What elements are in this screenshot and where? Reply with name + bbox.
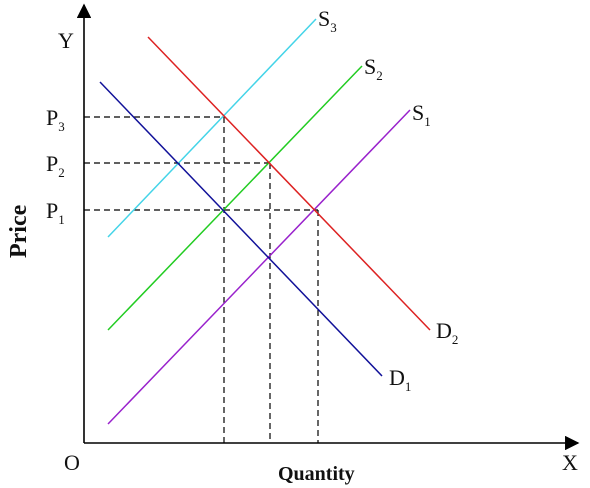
origin-label: O <box>64 450 80 475</box>
curve-label-d1: D1 <box>389 365 411 394</box>
curve-label-s3-main: S <box>318 6 330 31</box>
curve-label-s1-sub: 1 <box>424 114 431 129</box>
demand-curve-d2 <box>147 36 431 331</box>
supply-curve-s1 <box>107 109 411 425</box>
x-axis-letter: X <box>562 450 578 475</box>
curve-label-s2: S2 <box>364 54 383 83</box>
curve-label-s1-main: S <box>412 100 424 125</box>
curve-label-s1: S1 <box>412 100 431 129</box>
curve-label-d2-sub: 2 <box>452 332 459 347</box>
axes <box>76 3 580 451</box>
price-label-p3-sub: 3 <box>58 119 65 134</box>
price-label-p3: P3 <box>46 105 65 134</box>
curve-label-s3: S3 <box>318 6 337 35</box>
price-label-p2-sub: 2 <box>58 165 65 180</box>
price-label-p2-main: P <box>46 151 58 176</box>
demand-curve-d1 <box>99 81 383 377</box>
curve-label-s2-sub: 2 <box>376 68 383 83</box>
supply-curve-s3 <box>107 18 317 238</box>
curve-label-d2: D2 <box>436 318 458 347</box>
price-label-p2: P2 <box>46 151 65 180</box>
curve-label-d1-main: D <box>389 365 405 390</box>
y-axis-letter: Y <box>58 28 74 53</box>
supply-curve-s2 <box>107 65 363 331</box>
curve-label-d2-main: D <box>436 318 452 343</box>
x-axis-title: Quantity <box>278 463 355 485</box>
curves <box>99 18 431 425</box>
price-label-p3-main: P <box>46 105 58 130</box>
curve-label-s3-sub: 3 <box>330 20 337 35</box>
guide-lines <box>84 116 319 443</box>
curve-label-s2-main: S <box>364 54 376 79</box>
price-label-p1: P1 <box>46 198 65 227</box>
y-axis-title: Price <box>6 204 32 258</box>
price-label-p1-main: P <box>46 198 58 223</box>
price-label-p1-sub: 1 <box>58 212 65 227</box>
curve-label-d1-sub: 1 <box>405 379 412 394</box>
